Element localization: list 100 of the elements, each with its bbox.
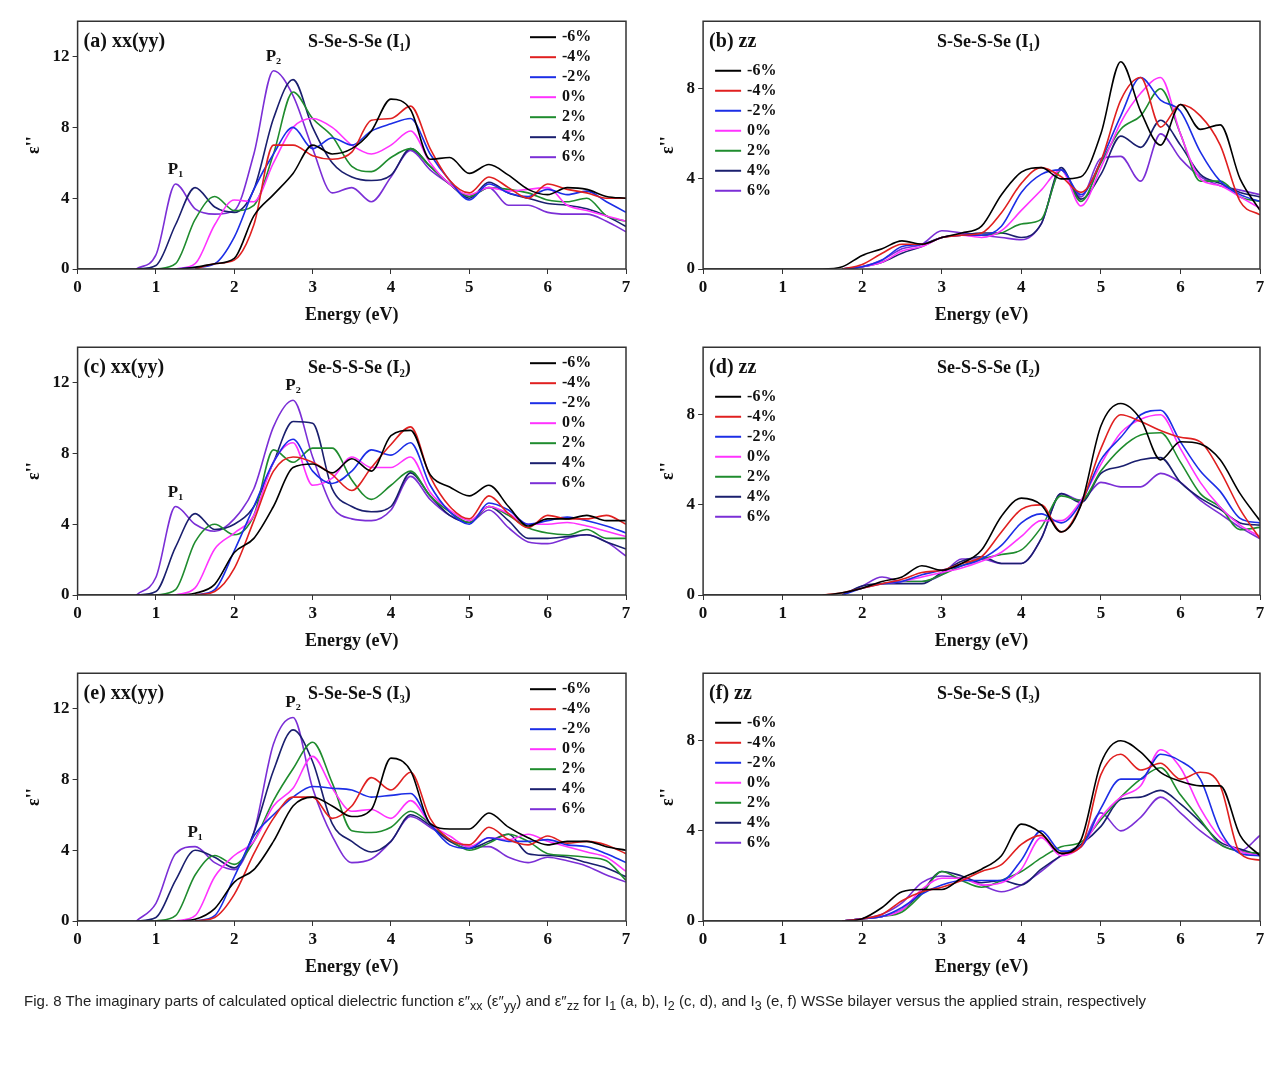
x-tick-label: 3 xyxy=(937,602,947,622)
legend-label: 6% xyxy=(747,832,772,850)
x-tick-label: 2 xyxy=(857,602,867,622)
annotation: P₁ xyxy=(167,159,184,179)
legend-label: -2% xyxy=(562,393,592,411)
x-tick-label: 7 xyxy=(1255,602,1265,622)
x-axis-title: Energy (eV) xyxy=(305,303,399,325)
legend-label: -2% xyxy=(747,752,777,770)
x-tick-label: 3 xyxy=(308,602,317,622)
text: S-Se-Se-S (I₃) xyxy=(937,683,1040,705)
legend-label: 4% xyxy=(562,453,586,471)
legend-label: -6% xyxy=(747,386,777,404)
y-tick-label: 0 xyxy=(61,258,70,278)
legend-label: -6% xyxy=(562,27,592,45)
legend-label: 2% xyxy=(747,466,772,484)
x-tick-label: 5 xyxy=(465,928,474,948)
y-tick-label: 8 xyxy=(686,404,696,424)
x-tick-label: 1 xyxy=(151,602,161,622)
legend-label: -6% xyxy=(562,679,592,697)
text: Se-S-S-Se (I₂) xyxy=(937,357,1040,379)
x-tick-label: 1 xyxy=(778,928,787,948)
x-tick-label: 6 xyxy=(543,602,552,622)
legend-label: 0% xyxy=(747,120,772,138)
legend-label: -6% xyxy=(562,353,592,371)
x-axis-title: Energy (eV) xyxy=(934,303,1029,325)
legend-label: -4% xyxy=(747,80,777,98)
x-tick-label: 4 xyxy=(1017,276,1027,296)
annotation: P₁ xyxy=(187,821,203,841)
x-tick-label: 5 xyxy=(1096,928,1106,948)
legend-label: 6% xyxy=(562,799,586,817)
x-tick-label: 5 xyxy=(1096,276,1106,296)
y-tick-label: 0 xyxy=(686,910,696,930)
x-tick-label: 6 xyxy=(1176,602,1185,622)
legend-label: -2% xyxy=(747,100,777,118)
y-tick-label: 4 xyxy=(61,187,71,207)
x-axis-title: Energy (eV) xyxy=(934,955,1029,977)
annotation: P₂ xyxy=(265,45,282,65)
legend-label: 4% xyxy=(747,486,772,504)
y-tick-label: 8 xyxy=(61,768,70,788)
y-tick-label: 8 xyxy=(61,116,70,136)
legend-label: 0% xyxy=(747,446,772,464)
x-tick-label: 6 xyxy=(543,928,552,948)
chart-title: (b) zz xyxy=(709,29,757,53)
legend-label: -2% xyxy=(562,719,592,737)
x-tick-label: 2 xyxy=(857,276,867,296)
x-tick-label: 7 xyxy=(1255,276,1265,296)
x-axis-title: Energy (eV) xyxy=(305,955,399,977)
legend-label: 6% xyxy=(747,180,772,198)
text: S-Se-S-Se (I₁) xyxy=(307,31,411,53)
legend-label: -4% xyxy=(747,732,777,750)
legend-label: 4% xyxy=(747,160,772,178)
legend-label: -4% xyxy=(747,406,777,424)
legend-label: -4% xyxy=(562,699,592,717)
legend-label: 2% xyxy=(562,759,586,777)
legend-label: 0% xyxy=(562,413,586,431)
x-tick-label: 1 xyxy=(778,602,787,622)
legend-label: -2% xyxy=(562,67,592,85)
legend-label: 2% xyxy=(562,107,586,125)
legend-label: 2% xyxy=(747,792,772,810)
legend-label: 2% xyxy=(562,433,586,451)
y-tick-label: 4 xyxy=(61,513,71,533)
x-tick-label: 5 xyxy=(1096,602,1106,622)
y-tick-label: 4 xyxy=(686,494,696,514)
y-tick-label: 0 xyxy=(686,258,696,278)
legend-label: 4% xyxy=(562,779,586,797)
chart-title: (d) zz xyxy=(709,355,757,379)
text: S-Se-S-Se (I₁) xyxy=(937,31,1040,53)
y-axis-title: ε'' xyxy=(657,462,678,480)
annotation: P₂ xyxy=(285,375,301,395)
x-tick-label: 7 xyxy=(621,928,631,948)
annotation: P₁ xyxy=(167,481,184,501)
legend-label: -2% xyxy=(747,426,777,444)
x-tick-label: 7 xyxy=(621,602,631,622)
chart-title: (e) xx(yy) xyxy=(83,681,165,705)
x-tick-label: 3 xyxy=(937,928,947,948)
annotation: P₂ xyxy=(285,692,301,712)
legend-label: 6% xyxy=(747,506,772,524)
x-tick-label: 6 xyxy=(1176,928,1185,948)
chart-title: (a) xx(yy) xyxy=(83,29,166,53)
x-tick-label: 5 xyxy=(465,602,474,622)
x-tick-label: 3 xyxy=(308,928,317,948)
x-tick-label: 5 xyxy=(465,276,474,296)
legend-label: -4% xyxy=(562,47,592,65)
x-tick-label: 4 xyxy=(386,276,396,296)
text: Fig. 8 The imaginary parts of calculated optical dielectric function ε″$_{xx}$ (ε″$_{yy}$) and ε″$_{zz}$ for I$_{1}$ (a, b), I$_{2}$ (c, d), and I$_{3}$ (e, f) WSSe bilayer versus the applied strain, respectively xyxy=(24,992,1147,1013)
legend-label: 0% xyxy=(562,87,586,105)
legend-label: -6% xyxy=(747,712,777,730)
x-tick-label: 2 xyxy=(230,276,239,296)
y-tick-label: 8 xyxy=(686,78,696,98)
legend-label: -6% xyxy=(747,60,777,78)
legend-label: 0% xyxy=(562,739,586,757)
y-axis-title: ε'' xyxy=(23,788,44,806)
text: S-Se-Se-S (I₃) xyxy=(307,683,411,705)
legend-label: 6% xyxy=(562,147,586,165)
chart-title: (f) zz xyxy=(709,681,752,705)
x-axis-title: Energy (eV) xyxy=(934,629,1029,651)
y-tick-label: 8 xyxy=(686,730,696,750)
y-tick-label: 4 xyxy=(686,168,696,188)
y-tick-label: 8 xyxy=(61,442,70,462)
x-tick-label: 2 xyxy=(230,928,239,948)
